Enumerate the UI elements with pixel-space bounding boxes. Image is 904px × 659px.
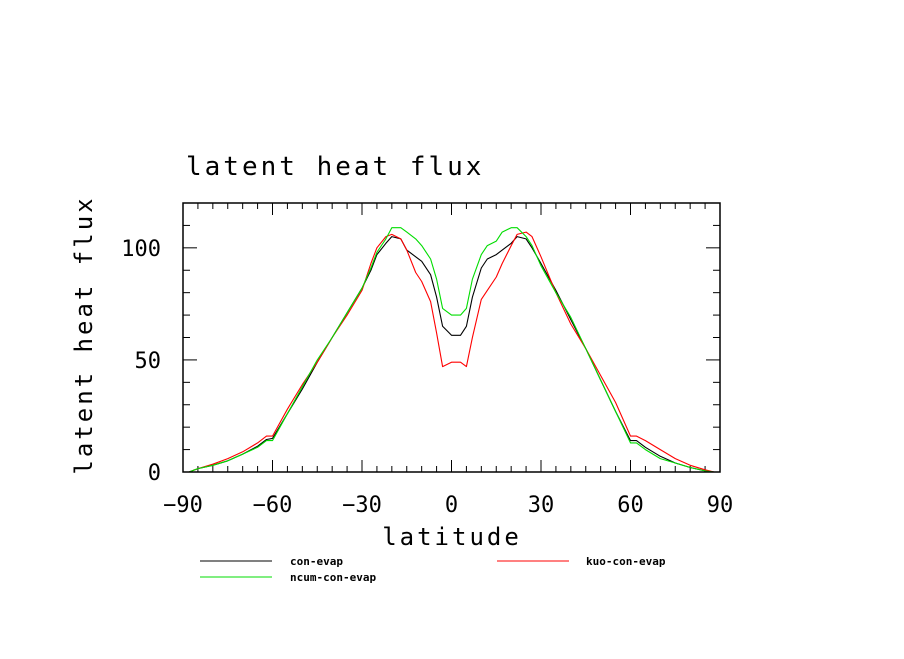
- ticks-layer: −90 −60 −30 0 30 60 90 0 50 100: [121, 202, 734, 518]
- y-tick-label: 0: [148, 461, 161, 486]
- x-tick-label: −60: [253, 493, 293, 518]
- x-tick-label: 0: [445, 493, 458, 518]
- y-tick-label: 100: [121, 237, 161, 262]
- x-tick-label: 90: [707, 493, 734, 518]
- legend-label: ncum-con-evap: [290, 571, 376, 584]
- x-tick-label: 30: [528, 493, 555, 518]
- series-line-ncum-con-evap: [188, 227, 715, 473]
- legend-label: con-evap: [290, 555, 343, 568]
- x-tick-label: 60: [617, 493, 644, 518]
- plot-frame: [182, 202, 721, 473]
- x-tick-label: −30: [342, 493, 382, 518]
- series-line-con-evap: [188, 236, 715, 473]
- x-axis-label: latitude: [382, 523, 522, 551]
- series-line-kuo-con-evap: [188, 231, 715, 473]
- legend: con-evap kuo-con-evap ncum-con-evap: [200, 555, 666, 584]
- legend-label: kuo-con-evap: [586, 555, 666, 568]
- x-tick-label: −90: [163, 493, 203, 518]
- y-axis-label: latent heat flux: [70, 195, 98, 474]
- y-tick-label: 50: [135, 349, 162, 374]
- series-layer: [188, 227, 715, 473]
- chart-title: latent heat flux: [186, 152, 484, 182]
